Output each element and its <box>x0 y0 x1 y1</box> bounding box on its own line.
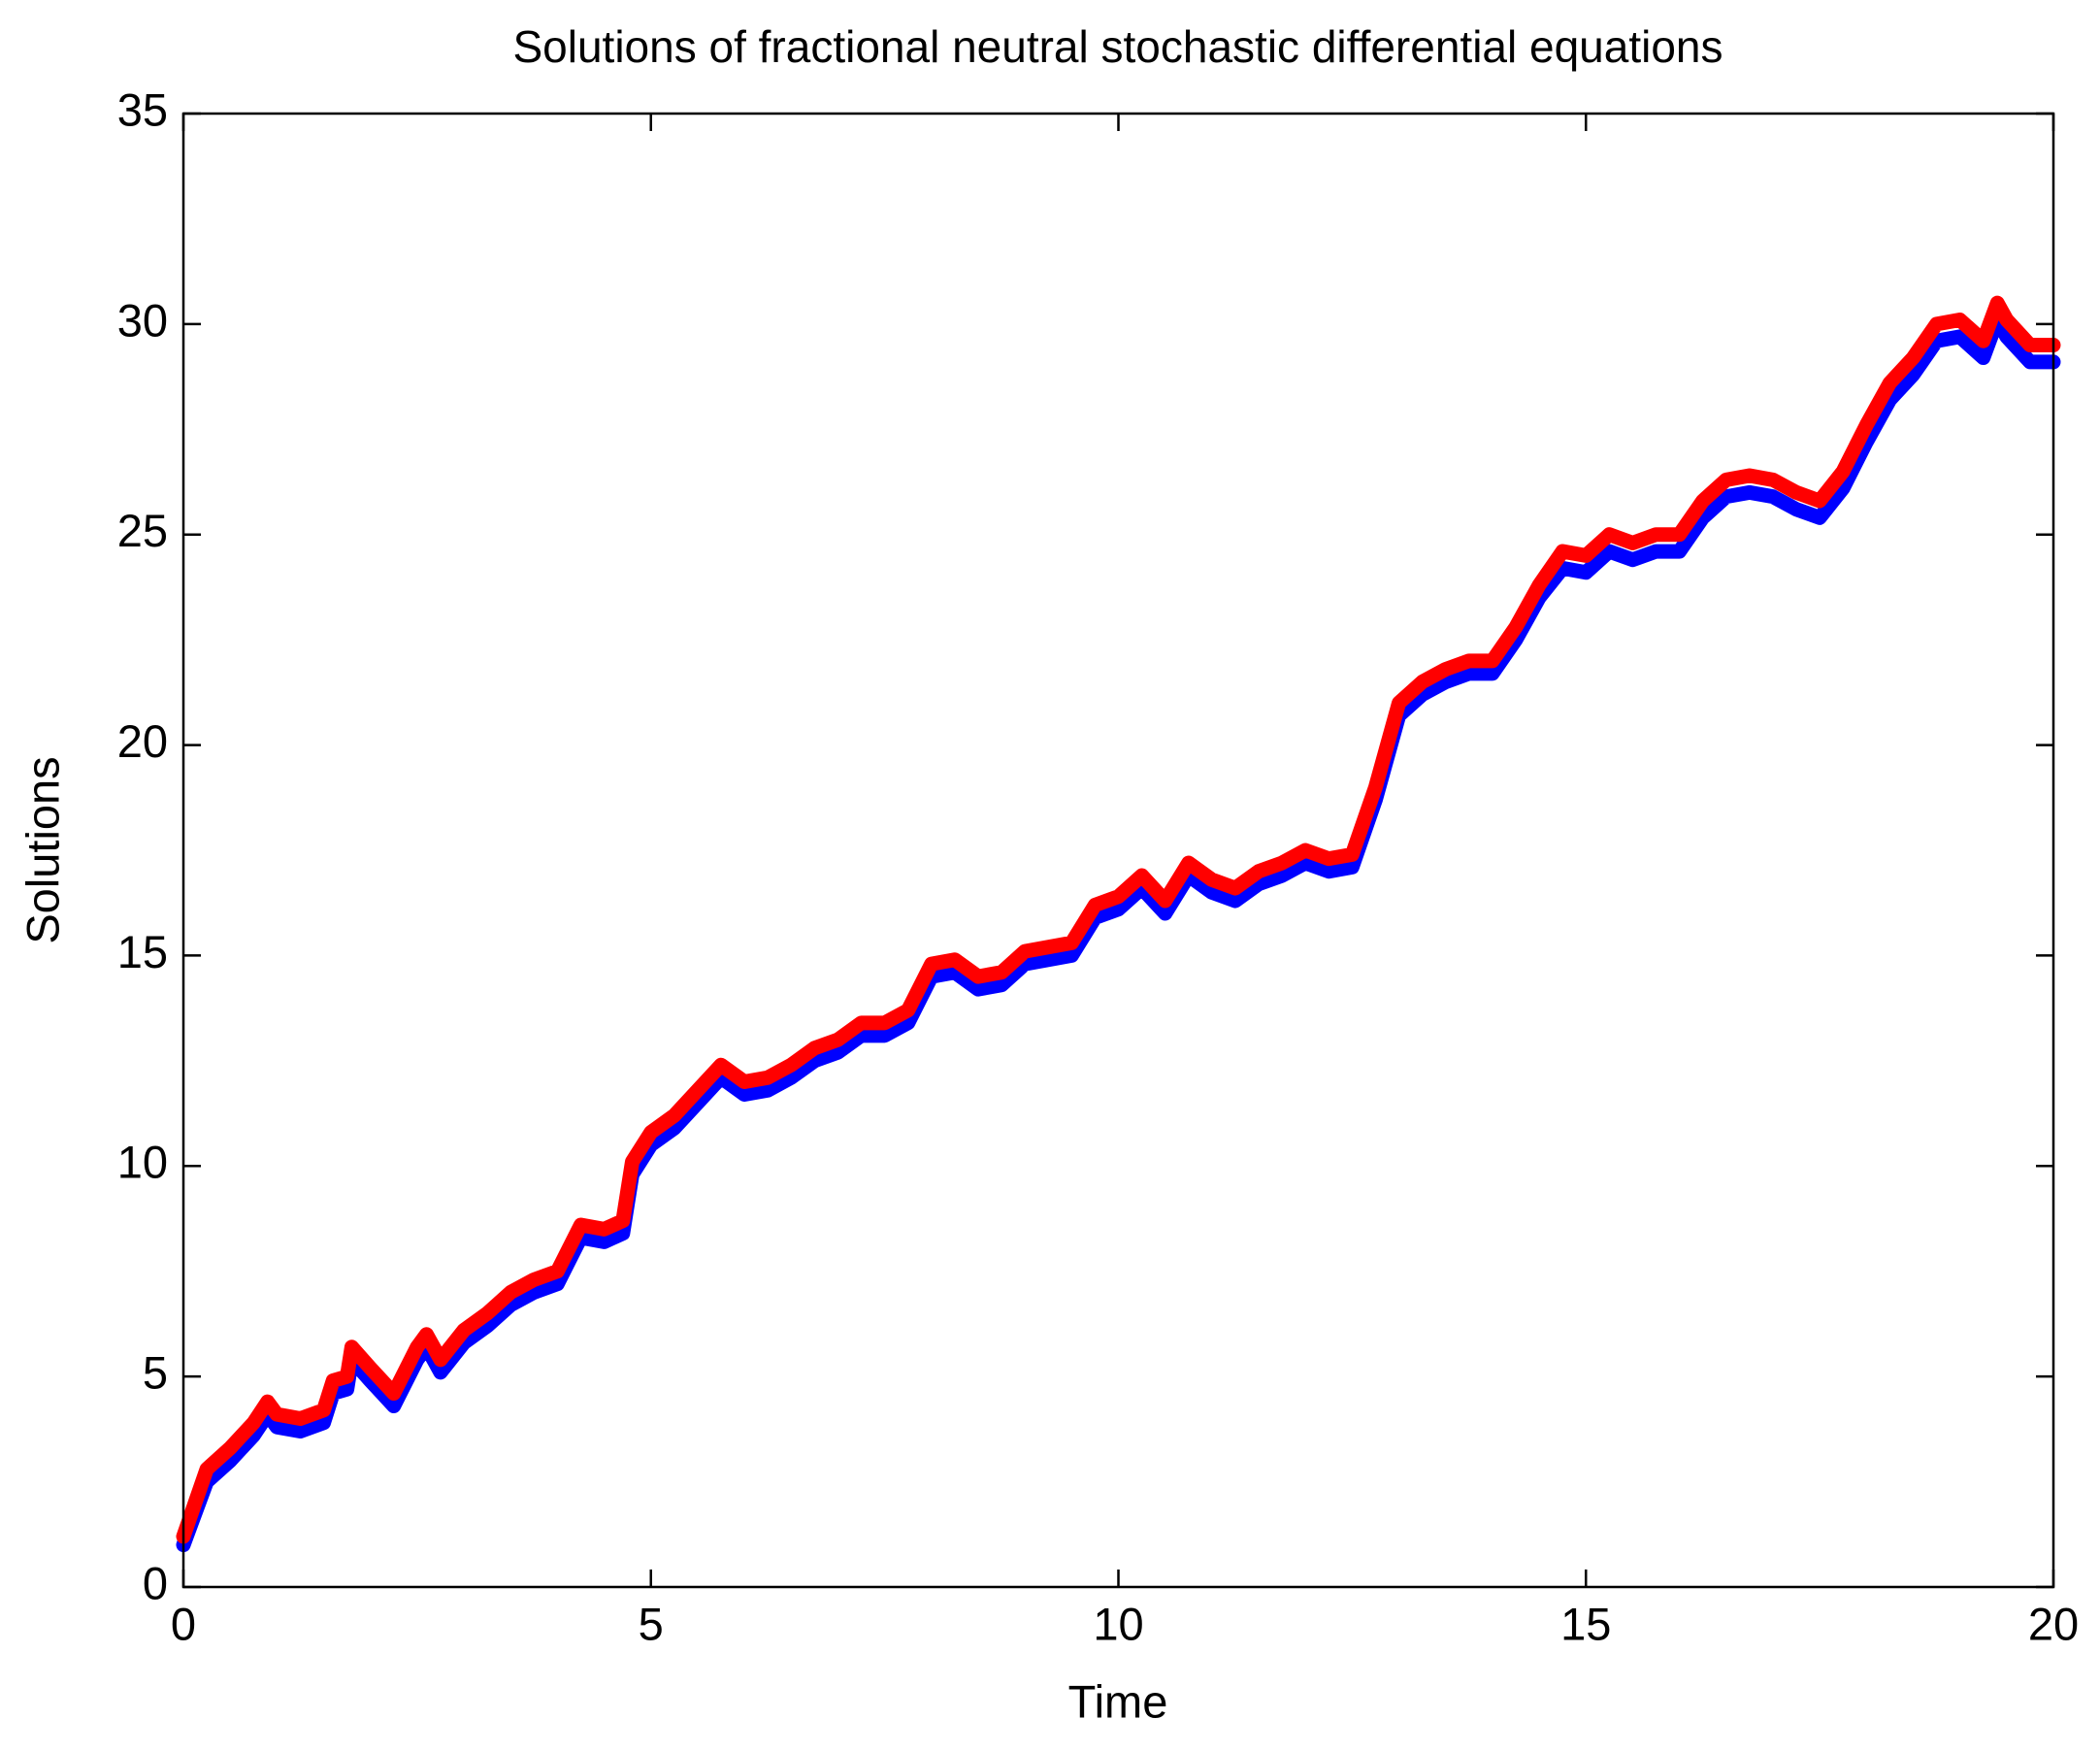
x-tick-label: 10 <box>1093 1598 1143 1649</box>
y-tick-label: 35 <box>117 83 168 135</box>
x-tick-label: 20 <box>2028 1598 2079 1649</box>
chart-title: Solutions of fractional neutral stochast… <box>512 21 1723 72</box>
x-tick-label: 5 <box>639 1598 664 1649</box>
data-line <box>176 295 2061 1544</box>
y-tick-label: 25 <box>117 505 168 556</box>
y-tick-label: 0 <box>143 1557 168 1608</box>
y-tick-label: 5 <box>143 1347 168 1399</box>
x-axis-label: Time <box>1068 1675 1168 1727</box>
x-tick-label: 0 <box>171 1598 196 1649</box>
y-tick-label: 15 <box>117 926 168 977</box>
y-tick-label: 30 <box>117 294 168 346</box>
y-tick-label: 20 <box>117 715 168 767</box>
y-tick-label: 10 <box>117 1137 168 1188</box>
y-axis-label: Solutions <box>16 756 68 943</box>
x-tick-label: 15 <box>1560 1598 1611 1649</box>
